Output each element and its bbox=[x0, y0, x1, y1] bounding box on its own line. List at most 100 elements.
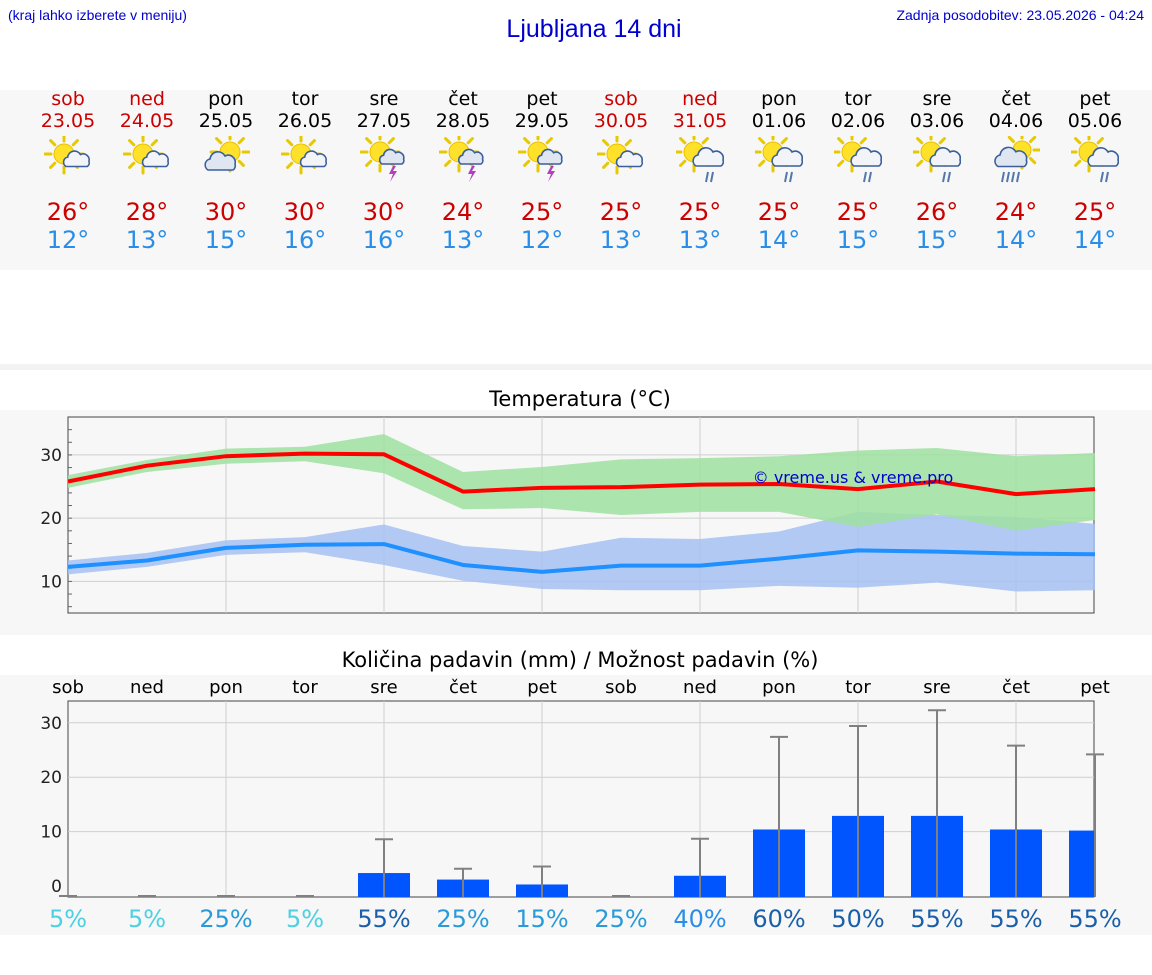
x-day-label: sre bbox=[370, 677, 397, 698]
day-column: pon 25.05 30° 15° bbox=[186, 88, 266, 268]
y-tick-label: 30 bbox=[40, 446, 62, 466]
precipitation-chart: sob ned pon tor sre čet pet sob ned pon tor sre čet p… bbox=[40, 677, 1121, 933]
precipitation-probability: 5% bbox=[49, 905, 87, 933]
min-temperature: 12° bbox=[46, 226, 90, 254]
max-temperature-band bbox=[68, 434, 1095, 531]
x-day-label: čet bbox=[1002, 677, 1030, 698]
day-name: tor bbox=[291, 88, 319, 110]
max-temperature: 25° bbox=[757, 198, 801, 226]
max-temperature: 26° bbox=[915, 198, 959, 226]
day-name: sob bbox=[604, 88, 638, 110]
day-column: sob 30.05 25° 13° bbox=[581, 88, 661, 268]
day-date: 25.05 bbox=[198, 110, 254, 132]
day-name: tor bbox=[844, 88, 872, 110]
x-day-label: pon bbox=[762, 677, 796, 698]
day-date: 29.05 bbox=[514, 110, 570, 132]
x-day-label: pon bbox=[209, 677, 243, 698]
precipitation-probability: 55% bbox=[357, 905, 410, 933]
precipitation-probability: 40% bbox=[673, 905, 726, 933]
day-column: čet 28.05 24° 13° bbox=[423, 88, 503, 268]
max-temperature: 24° bbox=[994, 198, 1038, 226]
sun-cloud-icon bbox=[44, 136, 91, 175]
sun-rain-icon bbox=[1071, 136, 1119, 183]
location-hint: (kraj lahko izberete v meniju) bbox=[8, 7, 187, 23]
max-temperature: 25° bbox=[678, 198, 722, 226]
min-temperature: 14° bbox=[757, 226, 801, 254]
min-temperature: 13° bbox=[599, 226, 643, 254]
min-temperature: 15° bbox=[204, 226, 248, 254]
min-temperature-line bbox=[67, 542, 1096, 574]
temperature-chart-title: Temperatura (°C) bbox=[489, 387, 671, 411]
precipitation-probability: 55% bbox=[989, 905, 1042, 933]
precipitation-probability: 60% bbox=[752, 905, 805, 933]
precipitation-probability: 25% bbox=[594, 905, 647, 933]
day-columns: sob 23.05 26° 12° ned 24.05 28° 13° pon 25.05 30° 1… bbox=[0, 88, 1152, 268]
max-temperature: 28° bbox=[125, 198, 169, 226]
day-date: 26.05 bbox=[277, 110, 333, 132]
precipitation-probability: 5% bbox=[286, 905, 324, 933]
min-temperature: 14° bbox=[1073, 226, 1117, 254]
day-name: ned bbox=[682, 88, 718, 110]
min-temperature: 13° bbox=[441, 226, 485, 254]
precipitation-probability: 50% bbox=[831, 905, 884, 933]
day-name: pet bbox=[1079, 88, 1111, 110]
sun-cloud-icon bbox=[597, 136, 644, 175]
day-column: pet 29.05 25° 12° bbox=[502, 88, 582, 268]
min-temperature: 14° bbox=[994, 226, 1038, 254]
day-name: čet bbox=[1001, 88, 1031, 110]
min-temperature: 15° bbox=[915, 226, 959, 254]
temperature-chart: 10 20 30 © vreme.us & vreme.pro bbox=[40, 416, 1096, 614]
x-day-label: sob bbox=[52, 677, 84, 698]
y-tick-label: 10 bbox=[40, 572, 62, 592]
x-day-label: čet bbox=[449, 677, 477, 698]
day-column: pon 01.06 25° 14° bbox=[739, 88, 819, 268]
sun-cloud-icon bbox=[281, 136, 328, 175]
watermark: © vreme.us & vreme.pro bbox=[753, 468, 954, 487]
min-temperature: 13° bbox=[678, 226, 722, 254]
day-name: sre bbox=[922, 88, 952, 110]
day-column: tor 26.05 30° 16° bbox=[265, 88, 345, 268]
precipitation-probability: 55% bbox=[1068, 905, 1121, 933]
day-date: 05.06 bbox=[1067, 110, 1123, 132]
x-day-label: ned bbox=[683, 677, 717, 698]
min-temperature: 16° bbox=[362, 226, 406, 254]
max-temperature: 24° bbox=[441, 198, 485, 226]
thunderstorm-icon bbox=[439, 136, 484, 182]
day-name: sre bbox=[369, 88, 399, 110]
x-day-label: tor bbox=[845, 677, 871, 698]
last-update: Zadnja posodobitev: 23.05.2026 - 04:24 bbox=[896, 7, 1144, 23]
day-name: čet bbox=[448, 88, 478, 110]
precipitation-probability: 5% bbox=[128, 905, 166, 933]
day-name: ned bbox=[129, 88, 165, 110]
max-temperature: 25° bbox=[520, 198, 564, 226]
day-date: 03.06 bbox=[909, 110, 965, 132]
day-name: pon bbox=[208, 88, 244, 110]
day-column: pet 05.06 25° 14° bbox=[1055, 88, 1135, 268]
day-date: 02.06 bbox=[830, 110, 886, 132]
precipitation-probability: 55% bbox=[910, 905, 963, 933]
cloud-sun-icon bbox=[204, 136, 250, 173]
day-column: sre 27.05 30° 16° bbox=[344, 88, 424, 268]
max-temperature: 26° bbox=[46, 198, 90, 226]
sun-cloud-icon bbox=[123, 136, 170, 175]
sun-rain-icon bbox=[676, 136, 724, 183]
min-temperature: 12° bbox=[520, 226, 564, 254]
thunderstorm-icon bbox=[360, 136, 405, 182]
min-temperature: 15° bbox=[836, 226, 880, 254]
day-date: 04.06 bbox=[988, 110, 1044, 132]
min-temperature: 13° bbox=[125, 226, 169, 254]
precipitation-chart-title: Količina padavin (mm) / Možnost padavin … bbox=[341, 648, 819, 672]
y-tick-label: 30 bbox=[40, 714, 62, 734]
day-column: ned 24.05 28° 13° bbox=[107, 88, 187, 268]
sun-rain-icon bbox=[834, 136, 882, 183]
max-temperature-line bbox=[67, 451, 1096, 497]
day-date: 28.05 bbox=[435, 110, 491, 132]
x-day-label: tor bbox=[292, 677, 318, 698]
x-day-label: sob bbox=[605, 677, 637, 698]
max-temperature: 25° bbox=[1073, 198, 1117, 226]
precipitation-probability: 25% bbox=[199, 905, 252, 933]
x-day-label: sre bbox=[923, 677, 950, 698]
day-column: sre 03.06 26° 15° bbox=[897, 88, 977, 268]
x-day-label: pet bbox=[527, 677, 557, 698]
day-date: 27.05 bbox=[356, 110, 412, 132]
